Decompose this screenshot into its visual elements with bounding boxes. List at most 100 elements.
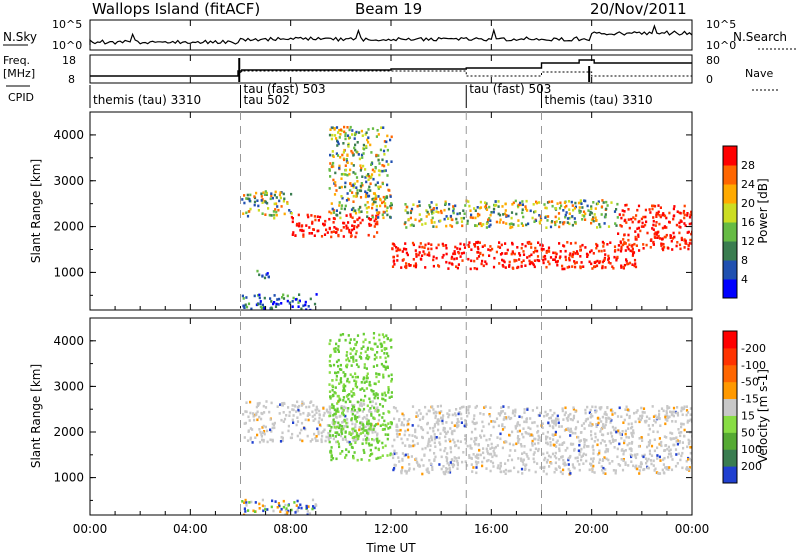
echo-cell bbox=[641, 411, 645, 414]
echo-cell bbox=[375, 375, 378, 379]
echo-cell bbox=[368, 355, 371, 359]
echo-cell bbox=[492, 210, 495, 214]
echo-cell bbox=[503, 426, 506, 429]
echo-cell bbox=[430, 221, 433, 224]
echo-cell bbox=[341, 421, 344, 424]
echo-cell bbox=[663, 449, 667, 452]
echo-cell bbox=[270, 505, 273, 509]
echo-cell bbox=[400, 266, 403, 269]
echo-cell bbox=[564, 255, 567, 259]
echo-cell bbox=[476, 214, 480, 218]
echo-cell bbox=[324, 439, 327, 443]
echo-cell bbox=[243, 436, 246, 439]
echo-cell bbox=[634, 265, 638, 269]
echo-cell bbox=[533, 259, 536, 262]
echo-cell bbox=[350, 364, 353, 367]
echo-cell bbox=[355, 420, 358, 423]
echo-cell bbox=[430, 219, 433, 222]
echo-cell bbox=[516, 430, 519, 433]
echo-cell bbox=[445, 246, 448, 250]
echo-cell bbox=[555, 220, 558, 223]
echo-cell bbox=[510, 222, 513, 225]
echo-cell bbox=[618, 464, 622, 467]
echo-cell bbox=[349, 215, 352, 218]
echo-cell bbox=[263, 430, 266, 433]
echo-cell bbox=[341, 412, 344, 415]
echo-cell bbox=[640, 461, 643, 464]
echo-cell bbox=[367, 128, 370, 131]
echo-cell bbox=[374, 194, 377, 198]
echo-cell bbox=[558, 447, 561, 450]
echo-cell bbox=[588, 213, 592, 216]
echo-cell bbox=[334, 181, 337, 184]
echo-cell bbox=[471, 470, 474, 473]
echo-cell bbox=[538, 259, 541, 263]
echo-cell bbox=[512, 223, 515, 226]
echo-cell bbox=[354, 343, 358, 347]
echo-cell bbox=[545, 472, 548, 476]
echo-cell bbox=[426, 470, 429, 473]
echo-cell bbox=[600, 427, 603, 431]
echo-cell bbox=[634, 455, 637, 458]
echo-cell bbox=[442, 426, 445, 430]
echo-cell bbox=[259, 305, 262, 309]
echo-cell bbox=[652, 216, 655, 219]
echo-cell bbox=[340, 432, 344, 435]
echo-cell bbox=[449, 427, 452, 430]
echo-cell bbox=[510, 458, 514, 462]
echo-cell bbox=[477, 255, 481, 258]
echo-cell bbox=[562, 418, 565, 421]
echo-cell bbox=[362, 402, 365, 405]
echo-cell bbox=[523, 468, 526, 471]
echo-cell bbox=[534, 246, 537, 250]
echo-cell bbox=[244, 510, 247, 513]
echo-cell bbox=[628, 226, 631, 230]
echo-cell bbox=[680, 220, 683, 223]
echo-cell bbox=[617, 248, 620, 252]
echo-cell bbox=[525, 420, 528, 424]
echo-cell bbox=[256, 433, 259, 437]
echo-cell bbox=[341, 438, 345, 441]
echo-cell bbox=[364, 394, 367, 398]
echo-cell bbox=[309, 297, 312, 301]
echo-cell bbox=[354, 435, 357, 438]
echo-cell bbox=[628, 261, 632, 265]
echo-cell bbox=[355, 350, 358, 353]
echo-cell bbox=[278, 193, 281, 197]
echo-cell bbox=[529, 448, 532, 452]
echo-cell bbox=[633, 411, 636, 415]
echo-cell bbox=[339, 452, 342, 455]
echo-cell bbox=[242, 297, 245, 300]
echo-cell bbox=[567, 467, 570, 471]
echo-cell bbox=[503, 260, 506, 264]
echo-cell bbox=[579, 255, 582, 258]
echo-cell bbox=[362, 152, 365, 155]
echo-cell bbox=[609, 421, 612, 424]
echo-cell bbox=[653, 438, 656, 441]
echo-cell bbox=[659, 442, 662, 445]
echo-cell bbox=[307, 505, 310, 508]
echo-cell bbox=[282, 199, 285, 203]
echo-cell bbox=[437, 211, 440, 214]
echo-cell bbox=[428, 254, 431, 257]
echo-cell bbox=[622, 459, 625, 462]
echo-cell bbox=[396, 435, 399, 438]
echo-cell bbox=[258, 293, 261, 297]
echo-cell bbox=[334, 184, 337, 187]
echo-cell bbox=[612, 267, 615, 270]
echo-cell bbox=[474, 455, 477, 458]
echo-cell bbox=[669, 234, 672, 237]
echo-cell bbox=[626, 262, 629, 266]
echo-cell bbox=[363, 147, 366, 151]
echo-cell bbox=[381, 441, 384, 445]
echo-cell bbox=[592, 201, 595, 204]
echo-cell bbox=[296, 434, 299, 438]
echo-cell bbox=[356, 416, 359, 419]
echo-cell bbox=[302, 402, 305, 405]
echo-cell bbox=[364, 176, 367, 179]
echo-cell bbox=[387, 386, 390, 389]
echo-cell bbox=[520, 265, 523, 268]
echo-cell bbox=[547, 260, 550, 263]
echo-cell bbox=[508, 222, 511, 226]
echo-cell bbox=[376, 441, 379, 444]
